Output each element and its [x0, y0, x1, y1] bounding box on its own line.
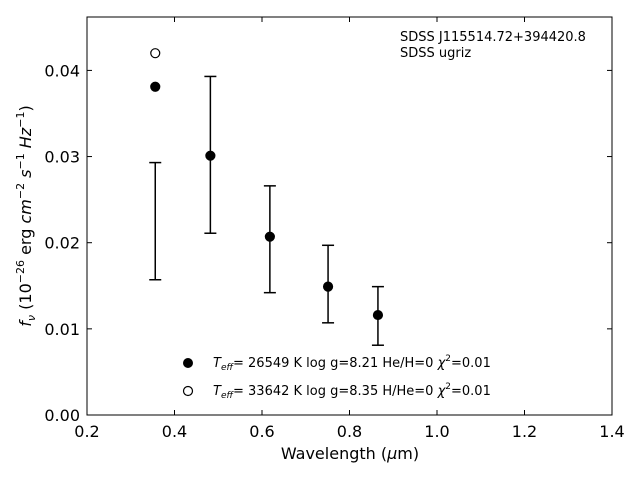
annotation-line-1: SDSS J115514.72+394420.8	[400, 30, 586, 45]
model-point-filled	[322, 281, 334, 292]
x-tick-label: 0.4	[162, 422, 187, 441]
legend-marker-filled	[183, 358, 193, 368]
y-tick-label: 0.02	[44, 234, 80, 253]
x-tick-label: 0.2	[74, 422, 99, 441]
x-tick-label: 0.8	[337, 422, 362, 441]
y-axis-label: fν (10−26 erg cm−2 s−1 Hz−1)	[14, 105, 38, 326]
legend-marker-open	[182, 385, 194, 397]
x-tick-label: 1.2	[512, 422, 537, 441]
x-axis-label: Wavelength (μm)	[281, 444, 419, 463]
x-tick-label: 1.0	[424, 422, 449, 441]
model-point-filled	[372, 309, 384, 321]
model-point-filled	[205, 150, 216, 161]
model-point-open	[150, 48, 161, 59]
model-point-filled	[150, 81, 161, 92]
annotation-line-2: SDSS ugriz	[400, 46, 471, 61]
legend: Teff= 26549 K log g=8.21 He/H=0 χ2=0.01 …	[182, 354, 491, 401]
y-tick-label: 0.03	[44, 148, 80, 167]
y-tick-label: 0.04	[44, 61, 80, 80]
model-point-filled	[264, 231, 275, 242]
y-tick-label: 0.01	[44, 320, 80, 339]
x-tick-label: 1.4	[599, 422, 624, 441]
legend-entry-2: Teff= 33642 K log g=8.35 H/He=0 χ2=0.01	[213, 382, 491, 401]
x-tick-label: 0.6	[249, 422, 274, 441]
legend-entry-1: Teff= 26549 K log g=8.21 He/H=0 χ2=0.01	[213, 354, 491, 373]
y-tick-label: 0.00	[44, 406, 80, 425]
